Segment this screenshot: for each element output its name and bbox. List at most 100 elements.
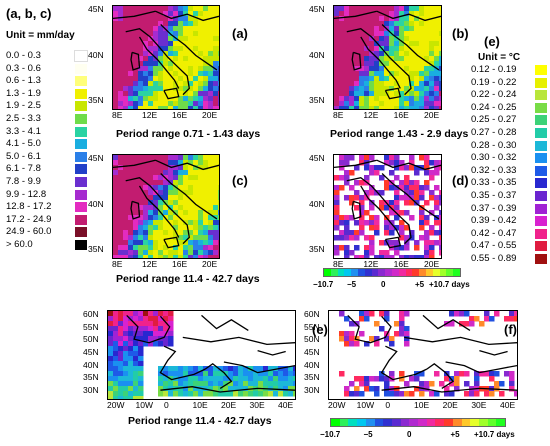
map-cell (409, 160, 415, 166)
map-cell (198, 21, 204, 27)
colorbar-segment (351, 269, 358, 276)
map-cell (213, 26, 219, 32)
map-cell (218, 250, 219, 256)
map-cell (439, 31, 441, 37)
map-cell (469, 391, 475, 397)
map-cell (168, 225, 174, 231)
map-cell (148, 336, 154, 342)
map-cell (138, 6, 144, 12)
map-cell (193, 61, 199, 67)
map-cell (369, 61, 375, 67)
map-cell (203, 61, 209, 67)
map-cell (409, 6, 415, 12)
map-cell (349, 336, 355, 342)
map-cell (148, 190, 154, 196)
map-cell (218, 190, 219, 196)
map-cell (268, 376, 274, 382)
map-cell (173, 31, 179, 37)
map-cell (153, 180, 159, 186)
map-cell (163, 190, 169, 196)
map-cell (128, 200, 134, 206)
map-cell (158, 36, 164, 42)
map-cell (178, 56, 184, 62)
map-cell (168, 106, 174, 109)
map-cell (399, 51, 405, 57)
map-cell (339, 91, 345, 97)
map-cell (419, 31, 425, 37)
map-cell (364, 51, 370, 57)
map-cell (168, 71, 174, 77)
map-cell (128, 336, 134, 342)
map-cell (359, 66, 365, 72)
map-cell (389, 220, 395, 226)
map-panel-b (333, 5, 442, 110)
map-cell (399, 56, 405, 62)
map-cell (198, 225, 204, 231)
map-cell (394, 205, 400, 211)
map-cell (439, 96, 441, 102)
map-cell (178, 76, 184, 82)
map-cell (439, 250, 441, 256)
map-cell (153, 220, 159, 226)
map-cell (183, 91, 189, 97)
map-cell (138, 101, 144, 107)
map-cell (293, 391, 295, 397)
map-cell (178, 31, 184, 37)
map-cell (233, 381, 239, 387)
map-cell (429, 170, 435, 176)
coastline (201, 314, 249, 331)
map-cell (163, 376, 169, 382)
coastline (445, 361, 517, 374)
map-cell (429, 250, 435, 256)
right-legend-row: 0.24 - 0.25 (471, 102, 549, 114)
map-cell (213, 200, 219, 206)
map-cell (439, 195, 441, 201)
map-cell (193, 155, 199, 161)
map-cell (133, 220, 139, 226)
map-cell (188, 245, 194, 251)
map-cell (218, 165, 219, 171)
map-cell (118, 210, 124, 216)
map-cell (118, 376, 124, 382)
map-cell (168, 76, 174, 82)
map-cell (123, 250, 129, 256)
map-cell (203, 190, 209, 196)
map-cell (138, 240, 144, 246)
map-cell (484, 391, 490, 397)
coastline (160, 173, 218, 220)
map-cell (183, 250, 189, 256)
map-cell (334, 71, 340, 77)
map-cell (128, 210, 134, 216)
map-cell (128, 26, 134, 32)
map-cell (439, 76, 441, 82)
map-cell (128, 91, 134, 97)
map-cell (123, 190, 129, 196)
map-cell (208, 51, 214, 57)
map-cell (399, 91, 405, 97)
map-cell (163, 195, 169, 201)
map-cell (153, 71, 159, 77)
map-cell (138, 326, 144, 332)
map-cell (369, 215, 375, 221)
map-cell (434, 200, 440, 206)
lat-tick-label: 60N (83, 309, 99, 319)
map-cell (369, 376, 375, 382)
map-cell (158, 165, 164, 171)
map-cell (399, 180, 405, 186)
map-cell (339, 175, 345, 181)
map-cell (364, 81, 370, 87)
map-cell (178, 41, 184, 47)
map-cell (344, 6, 350, 12)
map-cell (208, 190, 214, 196)
map-cell (429, 71, 435, 77)
lon-tick-label: 30E (249, 400, 265, 410)
map-cell (439, 240, 441, 246)
map-cell (349, 106, 355, 109)
map-cell (474, 381, 480, 387)
map-cell (339, 235, 345, 241)
map-cell (374, 36, 380, 42)
map-cell (344, 76, 350, 82)
map-cell (349, 51, 355, 57)
map-cell (173, 245, 179, 251)
lon-tick-label: 20E (442, 400, 458, 410)
